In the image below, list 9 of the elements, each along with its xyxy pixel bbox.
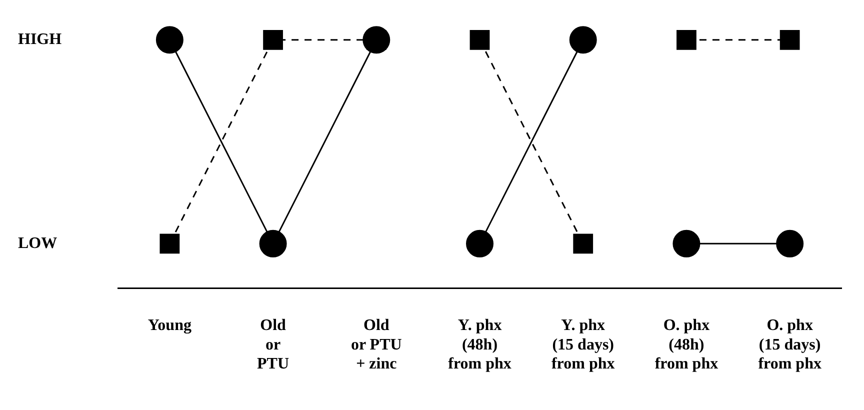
- x-tick-label: O. phx (48h) from phx: [654, 317, 718, 373]
- x-tick-label: O. phx (15 days) from phx: [758, 317, 822, 373]
- text: LOW: [18, 234, 58, 252]
- x-tick-label: Old or PTU: [257, 317, 290, 373]
- x-tick-label: Y. phx (15 days) from phx: [551, 317, 615, 373]
- x-tick-label: Young: [148, 317, 192, 334]
- x-tick-label: Old or PTU + zinc: [350, 317, 402, 373]
- text: HIGH: [18, 31, 62, 48]
- x-tick-label: Y. phx (48h) from phx: [448, 317, 512, 373]
